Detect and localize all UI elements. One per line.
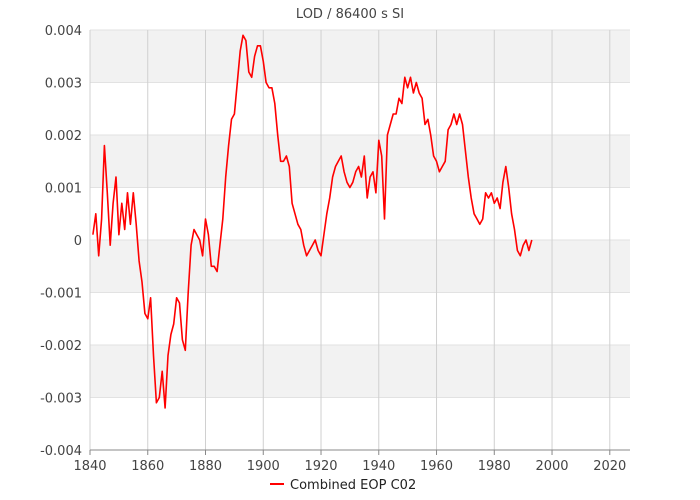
y-tick-label: 0.003 — [45, 77, 82, 92]
series-line — [92, 34, 533, 409]
x-tick-label: 1900 — [247, 459, 280, 474]
y-tick-label: -0.004 — [40, 444, 82, 459]
legend[interactable]: Combined EOP C02 — [270, 478, 416, 493]
y-tick-label: -0.003 — [40, 392, 82, 407]
grid-lines — [89, 29, 630, 451]
plot-bands — [90, 30, 630, 398]
plot-band — [90, 240, 630, 293]
y-tick-label: 0.004 — [45, 24, 82, 39]
x-tick-label: 1860 — [131, 459, 164, 474]
x-tick-label: 1880 — [189, 459, 222, 474]
y-tick-label: 0 — [74, 234, 82, 249]
y-tick-label: 0.002 — [45, 129, 82, 144]
x-tick-label: 1940 — [362, 459, 395, 474]
x-tick-label: 2000 — [535, 459, 568, 474]
x-tick-label: 1840 — [73, 459, 106, 474]
series-layer — [92, 34, 533, 409]
x-tick-label: 1980 — [478, 459, 511, 474]
plot-band — [90, 30, 630, 83]
x-tick-label: 2020 — [593, 459, 626, 474]
x-tick-label: 1920 — [304, 459, 337, 474]
plot-band — [90, 345, 630, 398]
chart-title: LOD / 86400 s SI — [296, 7, 404, 22]
y-tick-label: 0.001 — [45, 182, 82, 197]
legend-label: Combined EOP C02 — [290, 478, 416, 493]
y-tick-label: -0.001 — [40, 287, 82, 302]
x-tick-label: 1960 — [420, 459, 453, 474]
x-axis: 1840 1860 1880 1900 1920 1940 1960 1980 2000 2020 — [73, 449, 630, 474]
y-axis: 0.004 0.003 0.002 0.001 0 -0.001 -0.002 -0.003 -… — [40, 24, 82, 459]
plot-band — [90, 135, 630, 188]
y-tick-label: -0.002 — [40, 339, 82, 354]
